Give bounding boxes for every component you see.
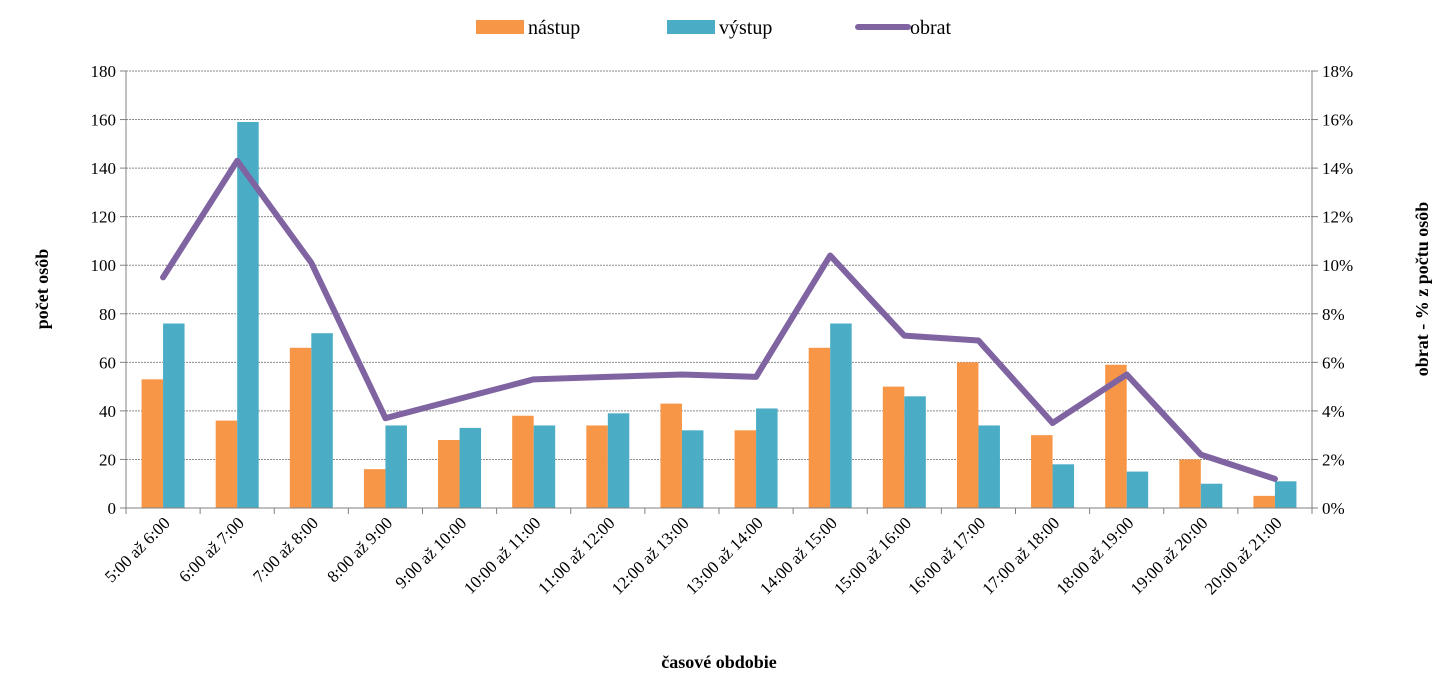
x-axis-title: časové obdobie <box>661 652 777 672</box>
x-tick-label: 8:00 až 9:00 <box>323 513 396 586</box>
bar-nástup <box>289 347 312 508</box>
bar-nástup <box>1031 435 1053 508</box>
y2-tick-label: 12% <box>1322 208 1353 227</box>
legend-label-nástup: nástup <box>528 17 580 39</box>
x-tick-label: 10:00 až 11:00 <box>460 513 544 597</box>
bar-výstup <box>904 396 926 508</box>
bar-výstup <box>459 427 482 508</box>
y2-tick-label: 6% <box>1322 353 1345 372</box>
y-tick-label: 100 <box>91 256 117 275</box>
x-tick-label: 15:00 až 16:00 <box>830 513 915 598</box>
y-axis-title: počet osôb <box>32 249 52 330</box>
bar-nástup <box>363 469 386 508</box>
line-obrat <box>160 157 1278 482</box>
y-tick-label: 160 <box>91 111 117 130</box>
y-tick-label: 0 <box>108 499 117 518</box>
bar-výstup <box>1274 481 1297 508</box>
bar-výstup <box>756 408 778 508</box>
x-tick-label: 12:00 až 13:00 <box>608 513 693 598</box>
y-tick-label: 120 <box>91 208 117 227</box>
x-axis-ticks: 5:00 až 6:00 6:00 až 7:00 7:00 až 8:00 8:00… <box>101 508 1313 598</box>
y2-tick-label: 0% <box>1322 499 1345 518</box>
bar-výstup <box>830 323 852 508</box>
bar-nástup <box>1253 495 1275 508</box>
bar-výstup <box>311 333 333 508</box>
y2-tick-label: 4% <box>1322 402 1345 421</box>
legend-swatch-výstup <box>667 20 715 34</box>
x-tick-label: 18:00 až 19:00 <box>1053 513 1138 598</box>
x-tick-label: 14:00 až 15:00 <box>756 513 841 598</box>
bar-výstup <box>1052 464 1075 508</box>
bar-výstup <box>1200 483 1223 508</box>
y2-tick-label: 18% <box>1322 62 1353 81</box>
bar-nástup <box>215 420 238 508</box>
bar-výstup <box>533 425 556 508</box>
y2-axis-ticks: 0% 2% 4% 6% 8% 10% 12% 14% 16% 18% <box>1312 62 1353 518</box>
bar-výstup <box>978 425 1000 508</box>
y2-tick-label: 16% <box>1322 111 1353 130</box>
y2-tick-label: 14% <box>1322 159 1353 178</box>
legend-label-obrat: obrat <box>910 17 952 39</box>
y-axis-ticks: 0 20 40 60 80 100 120 140 160 180 <box>91 62 126 518</box>
x-tick-label: 17:00 až 18:00 <box>979 513 1064 598</box>
bar-výstup <box>607 413 630 508</box>
y2-axis-title: obrat - % z počtu osôb <box>1412 202 1432 377</box>
legend-label-výstup: výstup <box>719 17 772 39</box>
bar-nástup <box>956 362 979 508</box>
bar-nástup <box>586 425 608 508</box>
bar-výstup <box>163 323 185 508</box>
y2-tick-label: 2% <box>1322 450 1345 469</box>
x-tick-label: 7:00 až 8:00 <box>249 513 322 586</box>
bar-nástup <box>1179 459 1201 508</box>
bar-výstup <box>681 430 704 508</box>
bar-nástup <box>808 347 831 508</box>
bar-nástup <box>438 440 460 508</box>
bar-výstup <box>1126 471 1149 508</box>
legend-swatch-nástup <box>476 20 524 34</box>
y2-tick-label: 10% <box>1322 256 1353 275</box>
bar-nástup <box>734 430 757 508</box>
obrat-line <box>160 157 1278 482</box>
x-tick-label: 13:00 až 14:00 <box>682 513 767 598</box>
x-tick-label: 9:00 až 10:00 <box>392 513 471 592</box>
y-tick-label: 80 <box>99 305 116 324</box>
y-tick-label: 140 <box>91 159 117 178</box>
bar-nástup <box>882 386 905 508</box>
bar-nástup <box>141 379 164 508</box>
bars <box>141 121 1297 508</box>
y-tick-label: 40 <box>99 402 116 421</box>
x-tick-label: 20:00 až 21:00 <box>1201 513 1286 598</box>
bar-nástup <box>512 415 534 508</box>
x-tick-label: 11:00 až 12:00 <box>534 513 618 597</box>
y-tick-label: 20 <box>99 450 116 469</box>
y-tick-label: 60 <box>99 353 116 372</box>
x-tick-label: 5:00 až 6:00 <box>101 513 174 586</box>
bar-výstup <box>237 121 259 508</box>
x-tick-label: 16:00 až 17:00 <box>904 513 989 598</box>
bar-nástup <box>660 403 682 508</box>
bar-výstup <box>385 425 407 508</box>
y2-tick-label: 8% <box>1322 305 1345 324</box>
y-tick-label: 180 <box>91 62 117 81</box>
bar-nástup <box>1105 364 1127 508</box>
x-tick-label: 19:00 až 20:00 <box>1127 513 1212 598</box>
x-tick-label: 6:00 až 7:00 <box>175 513 248 586</box>
legend: nástup výstup obrat <box>476 17 952 39</box>
